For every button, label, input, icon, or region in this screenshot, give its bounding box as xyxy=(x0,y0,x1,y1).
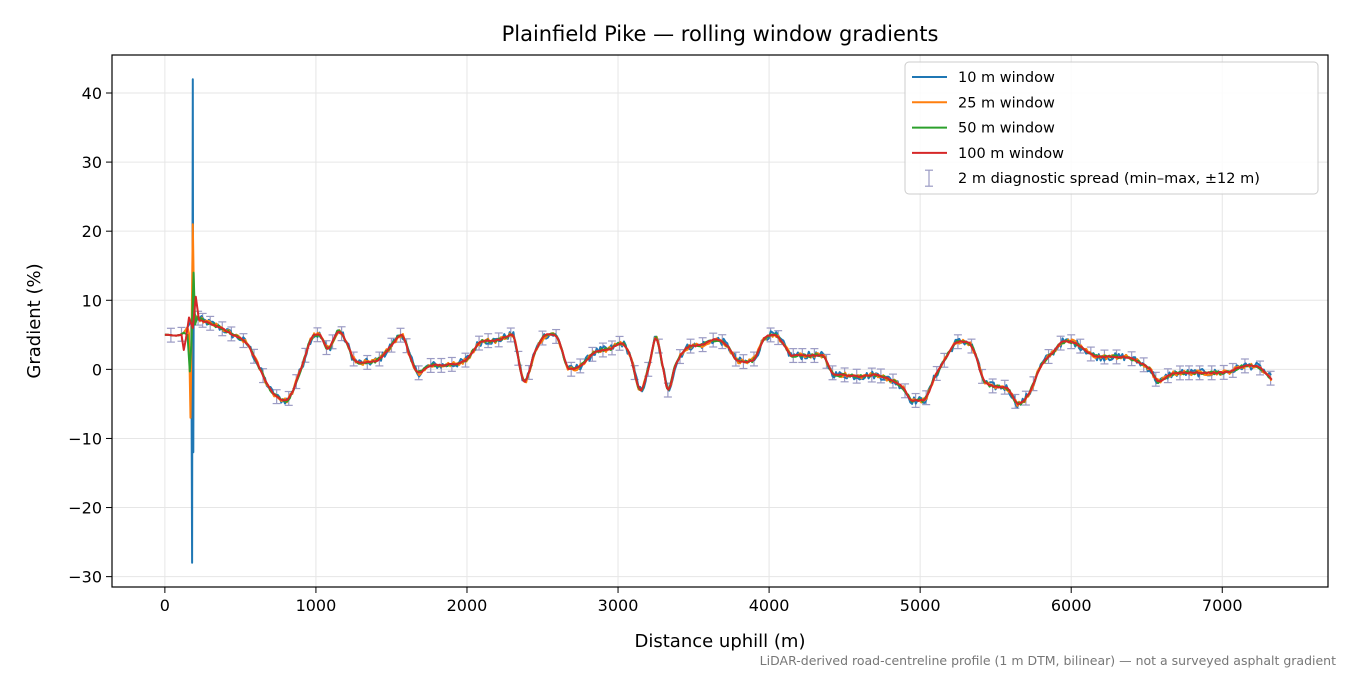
x-tick-label: 7000 xyxy=(1202,596,1243,615)
y-axis-label: Gradient (%) xyxy=(24,263,45,378)
x-tick-label: 2000 xyxy=(447,596,488,615)
y-tick-label: 0 xyxy=(92,360,102,379)
y-tick-label: −10 xyxy=(68,429,102,448)
plot-frame xyxy=(111,54,1329,588)
chart-title: Plainfield Pike — rolling window gradien… xyxy=(502,22,939,46)
legend-label: 100 m window xyxy=(958,146,1064,162)
y-tick-label: −20 xyxy=(68,499,102,518)
footnote: LiDAR-derived road-centreline profile (1… xyxy=(760,653,1336,668)
legend-label: 25 m window xyxy=(958,95,1055,111)
y-tick-label: 10 xyxy=(82,291,102,310)
y-tick-label: 40 xyxy=(82,84,102,103)
x-tick-label: 0 xyxy=(160,596,170,615)
legend: 10 m window 25 m window 50 m window 100 m w… xyxy=(904,61,1319,195)
series-group xyxy=(164,78,1273,564)
legend-entries: 10 m window 25 m window 50 m window 100 m w… xyxy=(912,70,1260,187)
legend-box xyxy=(904,61,1319,195)
x-tick-label: 3000 xyxy=(598,596,639,615)
x-axis-label: Distance uphill (m) xyxy=(635,631,806,652)
y-tick-label: 20 xyxy=(82,222,102,241)
y-tick-label: 30 xyxy=(82,153,102,172)
y-tick-label: −30 xyxy=(68,568,102,587)
x-tick-label: 6000 xyxy=(1051,596,1092,615)
ticks: 0 1000 2000 3000 4000 5000 6000 7000 −30 −20 −10 0 1… xyxy=(68,84,1242,615)
legend-label: 2 m diagnostic spread (min–max, ±12 m) xyxy=(958,171,1260,187)
x-tick-label: 5000 xyxy=(900,596,941,615)
x-tick-label: 4000 xyxy=(749,596,790,615)
legend-label: 10 m window xyxy=(958,70,1055,86)
series-line-100-m-window xyxy=(164,295,1273,406)
legend-label: 50 m window xyxy=(958,121,1055,137)
x-tick-label: 1000 xyxy=(296,596,337,615)
